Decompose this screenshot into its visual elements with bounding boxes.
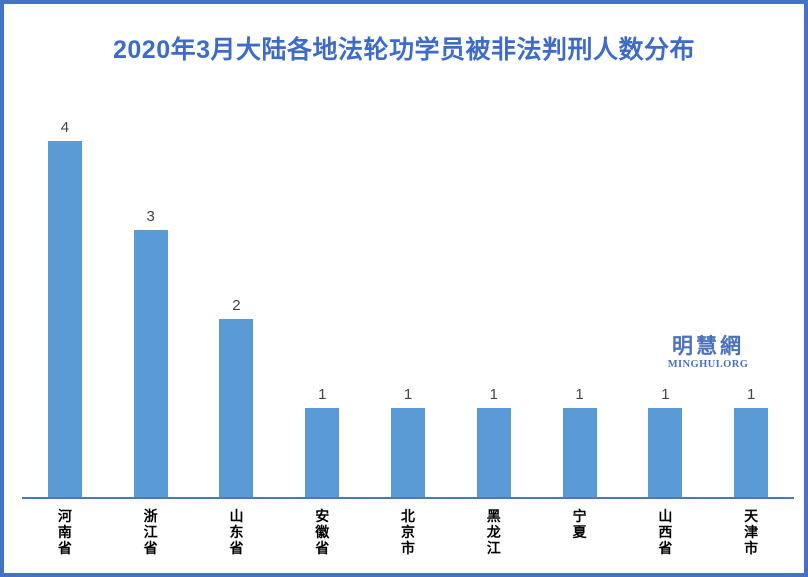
bar <box>476 408 511 497</box>
chart-title: 2020年3月大陆各地法轮功学员被非法判刑人数分布 <box>112 36 696 64</box>
bar <box>734 408 769 497</box>
bar <box>562 408 597 497</box>
bar-value-label: 1 <box>746 386 756 403</box>
bar-slot: 4 <box>22 119 108 497</box>
bar-slot: 1 <box>451 386 537 497</box>
bar-slot: 1 <box>279 386 365 497</box>
minghui-logo-cn: 明慧網 <box>672 335 744 358</box>
bar-value-label: 1 <box>403 386 413 403</box>
bar-slot: 1 <box>622 386 708 497</box>
bar-slot: 3 <box>108 208 194 497</box>
category-label: 山 东 省 <box>229 508 244 556</box>
bar <box>648 408 683 497</box>
bar-slot: 1 <box>365 386 451 497</box>
bar-slot: 1 <box>537 386 623 497</box>
x-axis-category-labels: 河 南 省 浙 江 省 山 东 省 安 徽 省 北 京 市 黑 龙 江 宁 夏 山 西 省 天 … <box>22 508 794 556</box>
bar-value-label: 2 <box>232 297 241 314</box>
minghui-watermark: 明慧網 MINGHUI.ORG <box>662 336 754 371</box>
category-label: 天 津 市 <box>744 508 759 556</box>
minghui-logo-en: MINGHUI.ORG <box>667 359 749 370</box>
bar <box>133 230 168 497</box>
x-axis-line <box>22 497 794 499</box>
category-label: 黑 龙 江 <box>486 508 501 556</box>
category-label: 山 西 省 <box>658 508 673 556</box>
bar <box>305 408 340 497</box>
category-label: 宁 夏 <box>572 508 587 540</box>
bar-slot: 1 <box>708 386 794 497</box>
bar <box>391 408 426 497</box>
category-label: 北 京 市 <box>401 508 416 556</box>
category-label: 安 徽 省 <box>315 508 330 556</box>
bar-value-label: 3 <box>146 208 155 225</box>
category-label: 浙 江 省 <box>143 508 158 556</box>
bar-value-label: 1 <box>318 386 327 403</box>
bar-value-label: 1 <box>575 386 584 403</box>
plot-area: 4 3 2 1 1 1 1 1 1 <box>22 104 794 497</box>
bar-value-label: 4 <box>60 119 70 136</box>
bar-slot: 2 <box>194 297 280 497</box>
bar-value-label: 1 <box>489 386 498 403</box>
category-label: 河 南 省 <box>57 508 72 556</box>
bar-value-label: 1 <box>661 386 670 403</box>
bar <box>47 141 82 497</box>
bar <box>219 319 254 497</box>
